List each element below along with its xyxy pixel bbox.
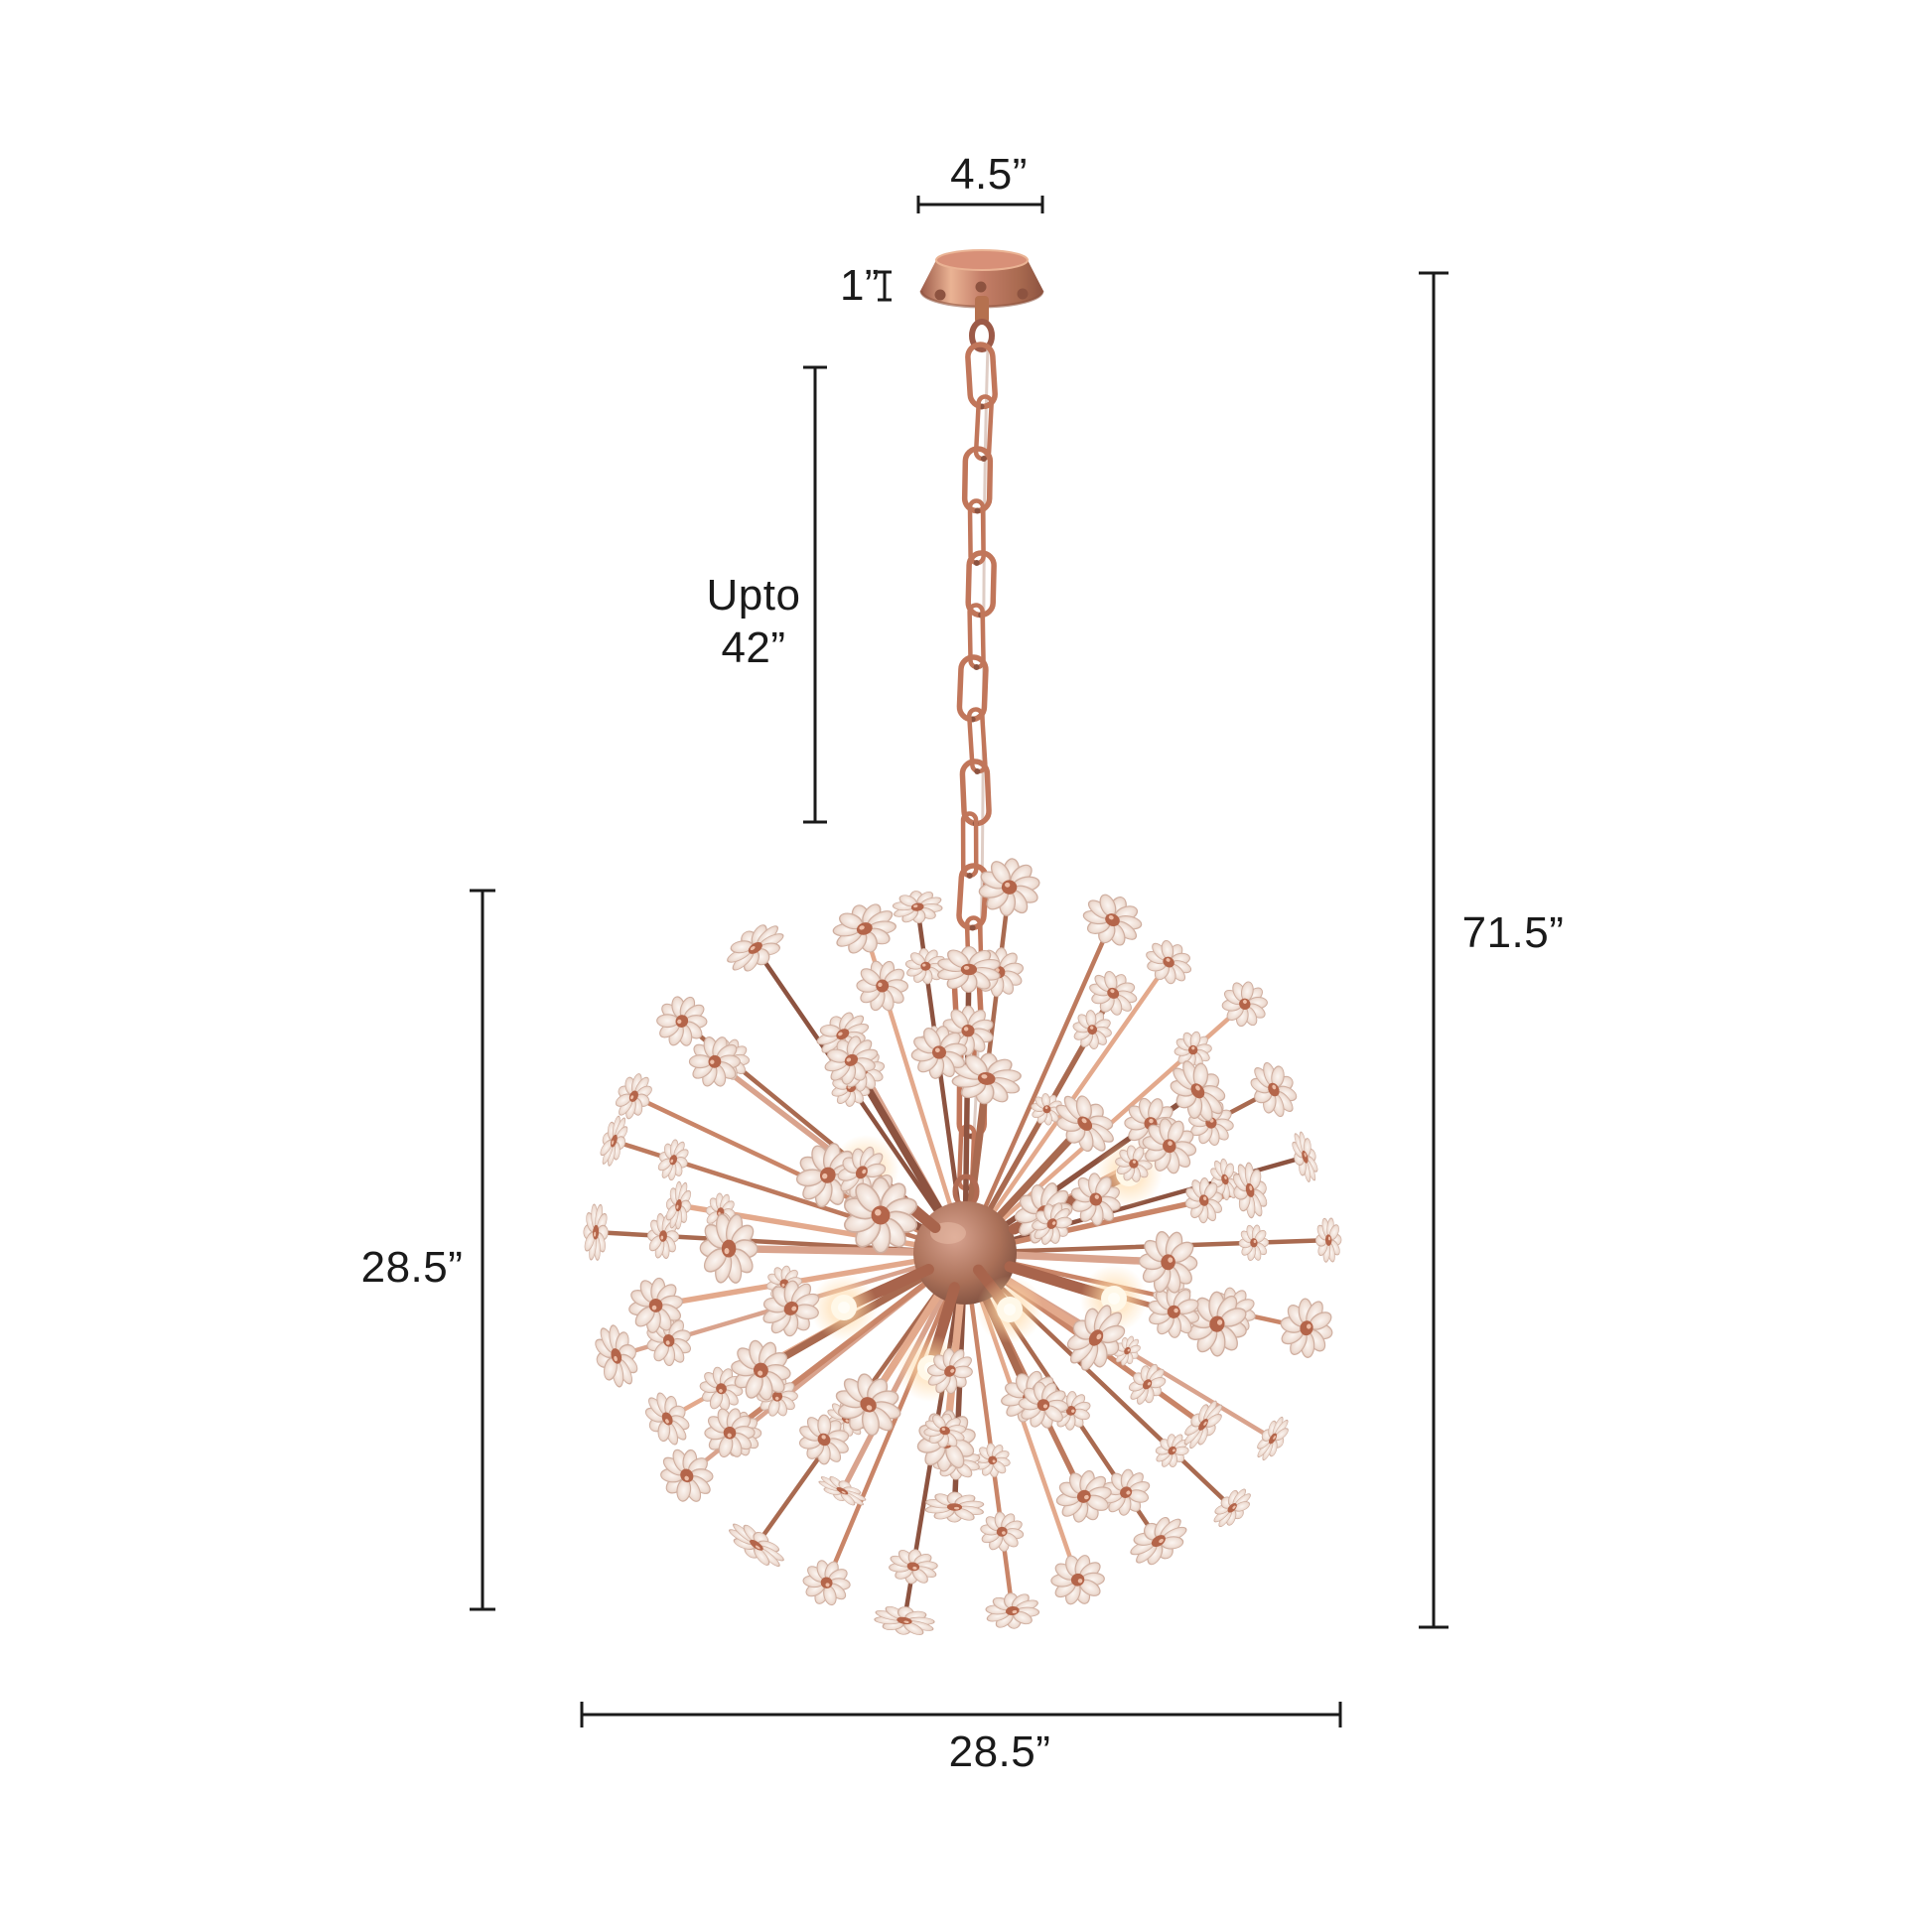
canopy-height-label: 1” (839, 260, 881, 310)
dimension-lines (470, 196, 1449, 1727)
overall-height-line (1419, 271, 1449, 1629)
crystal-flowers (583, 858, 1342, 1635)
fixture-height-line (470, 889, 495, 1611)
canopy-screw (934, 289, 946, 301)
chain-length-label-line1: Upto (706, 571, 801, 620)
overall-height-label: 71.5” (1461, 907, 1565, 957)
fixture-width-line (580, 1702, 1342, 1727)
canopy-width-line (916, 196, 1044, 213)
fixture-width-label: 28.5” (948, 1726, 1051, 1776)
canopy-screw (1017, 288, 1029, 300)
chain-length-label-line2: 42” (721, 623, 786, 672)
chain-length-line (803, 365, 827, 824)
fixture-height-label: 28.5” (360, 1242, 464, 1292)
chain-length-label: Upto 42” (707, 569, 801, 674)
canopy (919, 249, 1044, 352)
chandelier-illustration (583, 249, 1342, 1635)
canopy-width-label: 4.5” (950, 149, 1028, 199)
canopy-loop (969, 319, 995, 352)
canopy-screw (975, 281, 987, 293)
canopy-height-line (878, 270, 892, 302)
